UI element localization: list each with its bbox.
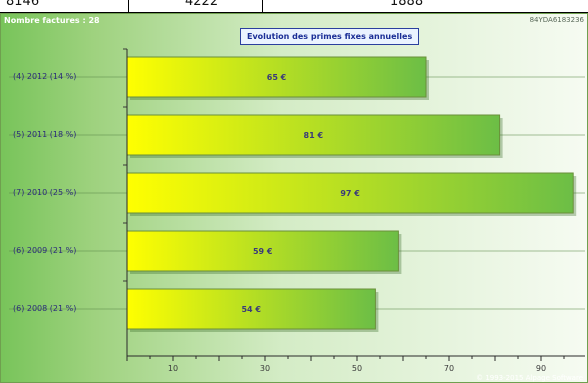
- category-label: (6) 2009 (21 %): [13, 246, 77, 255]
- x-tick-label: 10: [168, 364, 178, 373]
- chart-title: Evolution des primes fixes annuelles: [240, 28, 420, 45]
- table-cell: 1888: [390, 0, 424, 9]
- column-divider: [262, 0, 263, 12]
- x-tick-label: 50: [352, 364, 362, 373]
- invoice-count-label: Nombre factures : 28: [4, 16, 100, 25]
- bar-value-label: 65 €: [267, 73, 287, 82]
- category-label: (4) 2012 (14 %): [13, 72, 77, 81]
- bar: [126, 114, 501, 156]
- chart-panel: Nombre factures : 28 84YDA6183236 Evolut…: [0, 13, 588, 383]
- table-cell: 8146: [6, 0, 40, 9]
- bar-value-label: 97 €: [340, 189, 360, 198]
- bar: [126, 288, 376, 330]
- table-cell: 4222: [185, 0, 219, 9]
- bar-value-label: 59 €: [253, 247, 273, 256]
- x-tick-label: 70: [444, 364, 454, 373]
- copyright-notice: © 1993-2015 Alpage Software: [476, 374, 583, 382]
- bar-value-label: 54 €: [241, 305, 261, 314]
- category-label: (7) 2010 (25 %): [13, 188, 77, 197]
- reference-code: 84YDA6183236: [529, 16, 584, 24]
- column-divider: [128, 0, 129, 12]
- x-tick-label: 90: [536, 364, 546, 373]
- category-label: (6) 2008 (21 %): [13, 304, 77, 313]
- bar: [126, 230, 399, 272]
- bar-value-label: 81 €: [304, 131, 324, 140]
- bar: [126, 172, 574, 214]
- table-row: 8146 4222 1888: [0, 0, 588, 13]
- bar-chart-plot: 65 € 81 € 97 € 59 € 54 € 10 30 50 70 90: [9, 48, 585, 373]
- category-label: (5) 2011 (18 %): [13, 130, 77, 139]
- x-tick-label: 30: [260, 364, 270, 373]
